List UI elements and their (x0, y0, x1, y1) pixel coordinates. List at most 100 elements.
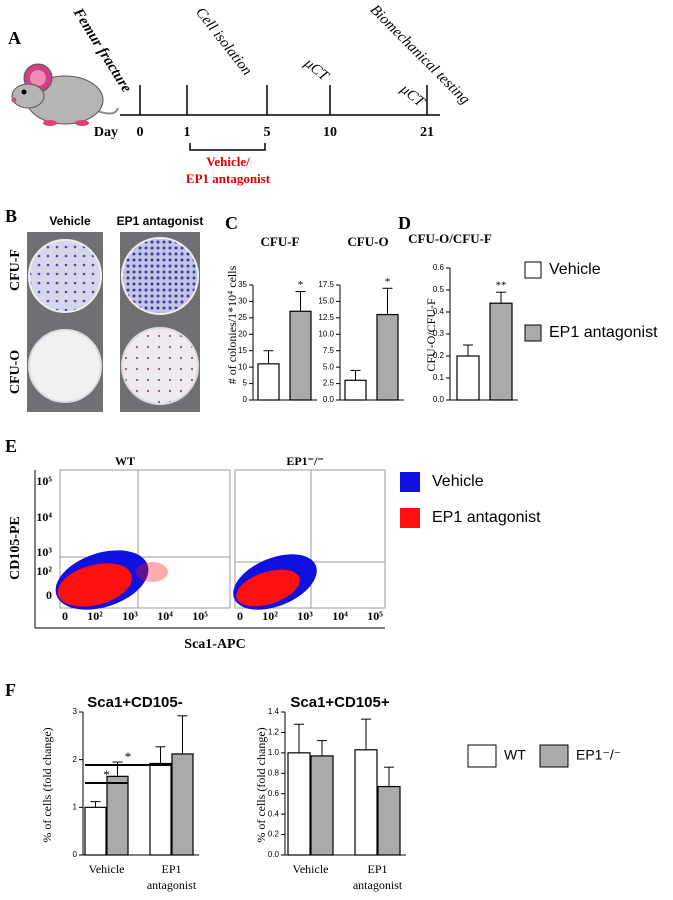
y-tick-label: 0 (243, 395, 248, 404)
timeline-day: 5 (264, 125, 271, 140)
panel-letter: A (8, 28, 21, 48)
timeline-day: 1 (184, 125, 191, 140)
y-tick-label: 1.4 (268, 707, 280, 716)
legend-swatch (524, 324, 542, 342)
bar (354, 749, 378, 856)
significance: * (103, 767, 110, 782)
y-tick-label: 25 (238, 313, 247, 322)
bar (377, 785, 401, 856)
x-tick-label: EP1 antagonist (352, 862, 403, 892)
bar (106, 775, 129, 856)
y-tick-label: 0.2 (268, 830, 280, 839)
treatment-label: Vehicle/ (206, 154, 250, 169)
y-axis-label: % of cells (fold change) (254, 727, 268, 842)
legend-label: WT (504, 747, 526, 763)
y-tick-label: 0.4 (433, 307, 445, 316)
significance: * (298, 279, 304, 291)
legend-swatch (400, 508, 420, 528)
legend-swatch (539, 744, 569, 768)
chart-title: Sca1+CD105- (87, 694, 182, 711)
chart-title: CFU-O/CFU-F (408, 231, 492, 246)
flow-y-tick: 10³ (36, 545, 52, 559)
bar (376, 313, 399, 401)
flow-x-tick: 10⁴ (332, 609, 348, 623)
bar (344, 379, 367, 401)
y-tick-label: 0.0 (268, 850, 280, 859)
bar (456, 355, 480, 401)
significance: * (125, 749, 132, 764)
bar (84, 806, 107, 856)
cell-cloud (55, 550, 317, 610)
y-axis-label: CFU-O/CFU-F (424, 298, 438, 372)
panel-letter: E (5, 436, 17, 456)
flow-y-tick: 0 (46, 588, 52, 602)
y-tick-label: 0.1 (433, 373, 445, 382)
panel-letter: C (225, 213, 238, 233)
flow-x-tick: 0 (62, 609, 68, 623)
y-tick-label: 2.5 (323, 379, 335, 388)
flow-x-tick: 10⁵ (367, 609, 383, 623)
y-axis-label: # of colonies/1*10⁴ cells (225, 265, 239, 384)
bar (149, 762, 172, 856)
y-tick-label: 5.0 (323, 362, 335, 371)
bar (310, 755, 334, 856)
legend-label: EP1 antagonist (432, 509, 541, 526)
flow-ylabel: CD105-PE (8, 516, 23, 580)
flow-title: EP1⁻/⁻ (286, 454, 323, 468)
bar (489, 302, 513, 401)
y-tick-label: 5 (243, 379, 248, 388)
y-axis-label: % of cells (fold change) (40, 727, 54, 842)
flow-y-tick: 10⁴ (36, 510, 52, 524)
y-tick-label: 1.2 (268, 728, 280, 737)
photo-column: EP1 antagonist (117, 214, 204, 228)
timeline-event: μCT (300, 55, 332, 86)
x-tick-label: Vehicle (88, 862, 125, 876)
y-tick-label: 3 (73, 707, 78, 716)
chart-title: Sca1+CD105+ (290, 694, 389, 711)
y-tick-label: 0.4 (268, 809, 280, 818)
bar (287, 752, 311, 856)
photo-row: CFU-O (8, 350, 23, 394)
treatment-bracket (189, 143, 266, 151)
flow-x-tick: 10⁵ (192, 609, 208, 623)
photo-row: CFU-F (8, 249, 23, 291)
bar (289, 310, 312, 401)
flow-y-tick: 10² (36, 564, 52, 578)
flow-x-tick: 10² (262, 609, 278, 623)
chart-title: CFU-O (347, 234, 388, 249)
y-tick-label: 0.5 (433, 285, 445, 294)
legend-swatch (467, 744, 497, 768)
y-tick-label: 30 (238, 297, 247, 306)
flow-x-tick: 10³ (297, 609, 313, 623)
legend-swatch (524, 261, 542, 279)
timeline-day-label: Day (94, 125, 118, 140)
legend-swatch (400, 472, 420, 492)
legend-label: Vehicle (549, 261, 601, 278)
panel-letter: B (5, 206, 17, 226)
y-tick-label: 0.8 (268, 768, 280, 777)
y-tick-label: 0.0 (433, 395, 445, 404)
y-tick-label: 10 (238, 362, 247, 371)
y-tick-label: 1.0 (268, 748, 280, 757)
x-tick-label: Vehicle (292, 862, 329, 876)
legend-label: Vehicle (432, 473, 484, 490)
flow-xlabel: Sca1-APC (184, 637, 245, 652)
y-tick-label: 20 (238, 329, 247, 338)
y-tick-label: 35 (238, 280, 247, 289)
y-tick-label: 10.0 (318, 329, 334, 338)
timeline-day: 21 (420, 125, 434, 140)
y-tick-label: 0.6 (433, 263, 445, 272)
panel-letter: F (5, 680, 16, 700)
flow-y-tick: 10⁵ (36, 474, 52, 488)
mouse-icon (11, 63, 119, 126)
timeline-day: 10 (323, 125, 337, 140)
y-tick-label: 15 (238, 346, 247, 355)
bar (257, 363, 280, 401)
y-tick-label: 12.5 (318, 313, 334, 322)
panel-letter: D (398, 213, 411, 233)
x-tick-label: EP1 antagonist (146, 862, 197, 892)
y-tick-label: 17.5 (318, 280, 334, 289)
flow-title: WT (115, 454, 135, 468)
y-tick-label: 15.0 (318, 297, 334, 306)
